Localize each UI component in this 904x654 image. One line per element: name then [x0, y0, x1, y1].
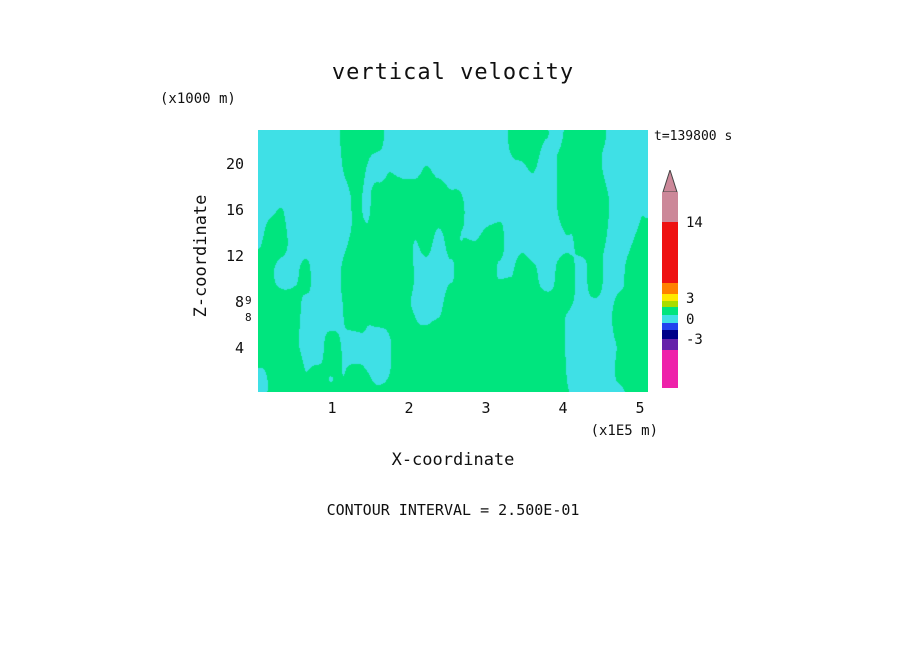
- z-tick-label: 12: [225, 247, 244, 265]
- z-axis-overlap-label: 8: [245, 311, 252, 324]
- colorbar-segment: [662, 301, 678, 307]
- z-tick-label: 16: [225, 201, 244, 219]
- colorbar-segment: [662, 307, 678, 315]
- x-tick-label: 1: [327, 399, 337, 417]
- colorbar-segments: [662, 192, 678, 388]
- x-axis-units-label: (x1E5 m): [590, 423, 658, 439]
- x-tick-label: 5: [635, 399, 645, 417]
- colorbar-segment: [662, 323, 678, 330]
- colorbar-tick-label: -3: [686, 332, 703, 348]
- x-tick-label: 2: [404, 399, 414, 417]
- colorbar-tick-label: 14: [686, 215, 703, 231]
- z-axis-overlap-label: 9: [245, 294, 252, 307]
- colorbar-tick-label: 0: [686, 312, 695, 328]
- colorbar-segment: [662, 222, 678, 283]
- x-tick-label: 3: [481, 399, 491, 417]
- z-tick-label: 20: [225, 155, 244, 173]
- colorbar-segment: [662, 192, 678, 222]
- colorbar: [662, 170, 678, 388]
- colorbar-segment: [662, 339, 678, 350]
- x-tick-label: 4: [558, 399, 568, 417]
- chart-title: vertical velocity: [331, 60, 575, 85]
- contour-field-canvas: [258, 130, 648, 392]
- time-label: t=139800 s: [654, 129, 733, 144]
- colorbar-tick-label: 3: [686, 291, 695, 307]
- z-tick-label: 4: [234, 339, 244, 357]
- colorbar-segment: [662, 350, 678, 388]
- x-axis-title: X-coordinate: [391, 450, 515, 470]
- z-tick-label: 8: [234, 293, 244, 311]
- z-axis-units-label: (x1000 m): [160, 91, 236, 107]
- colorbar-segment: [662, 330, 678, 339]
- colorbar-segment: [662, 315, 678, 323]
- contour-interval-note: CONTOUR INTERVAL = 2.500E-01: [326, 501, 580, 519]
- colorbar-segment: [662, 283, 678, 294]
- colorbar-arrow-tip-icon: [662, 170, 678, 192]
- colorbar-segment: [662, 294, 678, 301]
